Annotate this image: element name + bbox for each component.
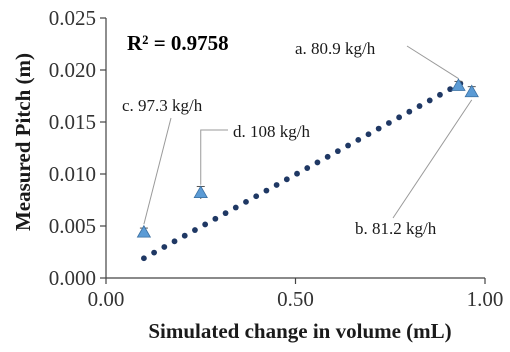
measured-point xyxy=(451,78,466,91)
y-tick-label: 0.005 xyxy=(49,214,96,238)
measured-point xyxy=(136,224,152,238)
trendline-dot xyxy=(283,176,290,183)
point-label: b. 81.2 kg/h xyxy=(355,219,437,238)
leader-line xyxy=(200,129,228,185)
trendline-dot xyxy=(314,159,321,166)
trendline-dot xyxy=(386,120,392,126)
trendline-dot xyxy=(192,227,198,233)
leader-line xyxy=(406,45,459,80)
trendline-dot xyxy=(263,187,270,194)
y-tick-label: 0.020 xyxy=(49,58,96,82)
trendline-dot xyxy=(324,153,331,160)
x-axis-title: Simulated change in volume (mL) xyxy=(148,319,451,343)
trendline-dot xyxy=(232,204,239,211)
trendline-dot xyxy=(396,114,403,121)
trendline-dot xyxy=(222,210,229,217)
point-label: c. 97.3 kg/h xyxy=(122,96,203,115)
measured-point xyxy=(464,84,479,98)
measured-points xyxy=(136,78,479,238)
y-tick-label: 0.000 xyxy=(49,266,96,290)
trendline-dot xyxy=(334,148,341,155)
trendline-dot xyxy=(447,86,454,93)
measured-point xyxy=(193,185,208,198)
x-ticks: 0.00 0.50 1.00 xyxy=(88,278,504,311)
trendline-dot xyxy=(181,232,188,239)
trendline-dot xyxy=(273,182,280,188)
leader-line xyxy=(143,117,172,225)
r-squared-label: R² = 0.9758 xyxy=(127,31,229,55)
trendline-dot xyxy=(294,170,300,177)
trendline-dot xyxy=(345,142,351,149)
y-axis-title: Measured Pitch (m) xyxy=(11,53,35,231)
y-ticks: 0.000 0.005 0.010 0.015 0.020 0.025 xyxy=(49,6,106,290)
trendline-dot xyxy=(253,193,260,200)
trendline-dot xyxy=(406,108,413,115)
trendline-dot xyxy=(426,97,433,104)
trendline-dot xyxy=(304,165,311,171)
x-tick-label: 0.50 xyxy=(277,287,314,311)
annotation-labels: a. 80.9 kg/h b. 81.2 kg/h c. 97.3 kg/h d. 1… xyxy=(122,39,437,238)
x-tick-label: 0.00 xyxy=(88,287,125,311)
y-tick-label: 0.015 xyxy=(49,110,96,134)
trendline-dot xyxy=(141,255,147,262)
plot-area: 0.000 0.005 0.010 0.015 0.020 0.025 0.00 0.50 1… xyxy=(49,6,504,311)
y-tick-label: 0.025 xyxy=(49,6,96,30)
trendline-dot xyxy=(243,198,249,205)
x-tick-label: 1.00 xyxy=(467,287,504,311)
point-label: a. 80.9 kg/h xyxy=(295,39,376,58)
trendline-dot xyxy=(212,215,219,222)
leader-line xyxy=(392,99,473,219)
annotation-leaders xyxy=(143,45,473,225)
trendline-dot xyxy=(355,136,362,143)
y-tick-label: 0.010 xyxy=(49,162,96,186)
trendline-dot xyxy=(375,125,382,132)
point-label: d. 108 kg/h xyxy=(233,122,310,141)
trendline xyxy=(141,80,464,262)
trendline-dot xyxy=(416,103,423,109)
trendline-dot xyxy=(202,221,209,228)
trendline-dot xyxy=(151,249,158,256)
trendline-dot xyxy=(437,91,443,98)
trendline-dot xyxy=(365,131,372,138)
trendline-dot xyxy=(171,238,178,245)
trendline-dot xyxy=(161,244,168,250)
